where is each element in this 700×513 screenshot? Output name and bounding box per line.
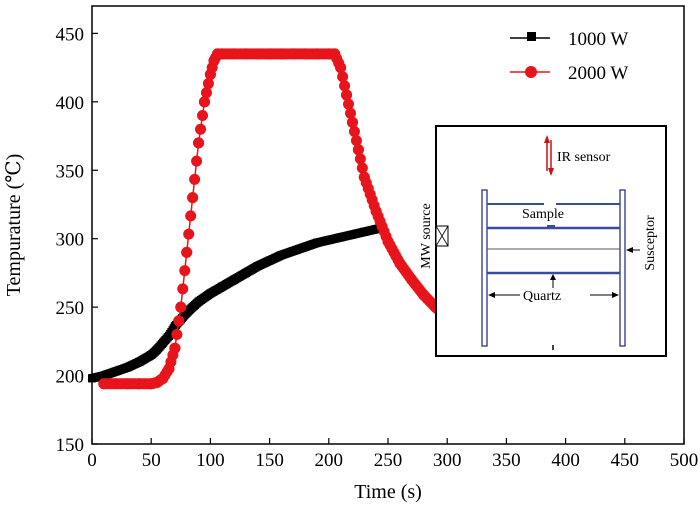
y-tick-label: 300 bbox=[56, 230, 85, 251]
susceptor-label: Susceptor bbox=[643, 215, 658, 271]
x-tick-label: 400 bbox=[551, 450, 580, 471]
mw-source-label: MW source bbox=[419, 203, 434, 268]
data-marker bbox=[171, 329, 183, 340]
data-marker bbox=[191, 155, 203, 167]
quartz-pointer-head bbox=[550, 274, 556, 280]
data-marker bbox=[197, 110, 209, 121]
sample-label: Sample bbox=[522, 207, 564, 222]
x-tick-label: 150 bbox=[255, 450, 284, 471]
x-tick-label: 0 bbox=[87, 450, 97, 471]
x-tick-label: 100 bbox=[196, 450, 225, 471]
x-tick-label: 350 bbox=[492, 450, 521, 471]
sample-piece bbox=[547, 225, 555, 228]
y-tick-label: 450 bbox=[56, 24, 85, 45]
data-marker bbox=[173, 315, 185, 327]
data-marker bbox=[202, 78, 214, 90]
data-marker bbox=[341, 89, 353, 101]
data-marker bbox=[195, 123, 207, 135]
y-axis-title: Tempurature (℃) bbox=[3, 154, 25, 297]
data-marker bbox=[356, 162, 368, 174]
ticks-layer: 0 50 100 150 200 250 300 350 400 450 500 150 200 250 3… bbox=[56, 24, 699, 471]
mw-source-cross-2 bbox=[435, 225, 449, 247]
x-axis-title: Time (s) bbox=[354, 481, 422, 503]
x-tick-label: 500 bbox=[670, 450, 699, 471]
data-marker bbox=[169, 342, 181, 354]
series-2000w bbox=[98, 48, 465, 390]
data-marker bbox=[339, 80, 351, 92]
data-marker bbox=[200, 87, 212, 99]
x-tick-label: 50 bbox=[142, 450, 161, 471]
data-marker bbox=[193, 137, 205, 149]
susceptor-pointer-head bbox=[626, 247, 633, 253]
data-marker bbox=[187, 192, 199, 204]
y-tick-label: 250 bbox=[56, 298, 85, 319]
ir-sensor-label: IR sensor bbox=[557, 150, 611, 165]
data-marker bbox=[185, 210, 197, 222]
data-marker bbox=[177, 283, 189, 295]
series-layer bbox=[88, 48, 465, 390]
data-marker bbox=[348, 125, 360, 137]
susceptor-right-wall bbox=[619, 189, 626, 347]
data-marker bbox=[183, 228, 195, 240]
data-marker bbox=[175, 301, 187, 313]
y-tick-label: 400 bbox=[56, 93, 85, 114]
susceptor-left-wall bbox=[481, 189, 488, 347]
ir-arrowhead-down bbox=[548, 168, 554, 176]
data-marker bbox=[354, 153, 366, 165]
x-tick-label: 200 bbox=[315, 450, 344, 471]
data-marker bbox=[335, 62, 347, 74]
data-marker bbox=[337, 71, 349, 83]
data-marker bbox=[352, 144, 364, 156]
x-tick-label: 450 bbox=[611, 450, 640, 471]
series-line bbox=[91, 227, 383, 380]
legend-marker-2000w bbox=[525, 66, 537, 78]
data-marker bbox=[189, 173, 201, 185]
inset-diagram: IR sensor Sample Quartz MW source Suscep… bbox=[419, 125, 667, 357]
data-marker bbox=[198, 96, 210, 108]
x-tick-label: 300 bbox=[433, 450, 462, 471]
data-marker bbox=[181, 246, 193, 258]
quartz-label: Quartz bbox=[523, 289, 561, 304]
y-tick-label: 150 bbox=[56, 435, 85, 456]
data-marker bbox=[179, 265, 191, 277]
data-marker bbox=[345, 107, 357, 119]
data-marker bbox=[350, 135, 362, 147]
series-line bbox=[103, 53, 460, 385]
data-marker bbox=[343, 98, 355, 110]
data-marker bbox=[346, 116, 358, 128]
series-1000w bbox=[88, 223, 387, 383]
legend: 1000 W 2000 W bbox=[510, 29, 628, 84]
legend-label-1000w: 1000 W bbox=[568, 29, 628, 50]
quartz-dim-right-head bbox=[612, 292, 619, 298]
legend-label-2000w: 2000 W bbox=[568, 63, 628, 84]
legend-marker-1000w bbox=[527, 32, 536, 41]
x-tick-label: 250 bbox=[374, 450, 403, 471]
y-tick-label: 350 bbox=[56, 161, 85, 182]
y-tick-label: 200 bbox=[56, 367, 85, 388]
quartz-dim-left-head bbox=[488, 292, 495, 298]
ir-arrowhead-up bbox=[544, 135, 550, 143]
